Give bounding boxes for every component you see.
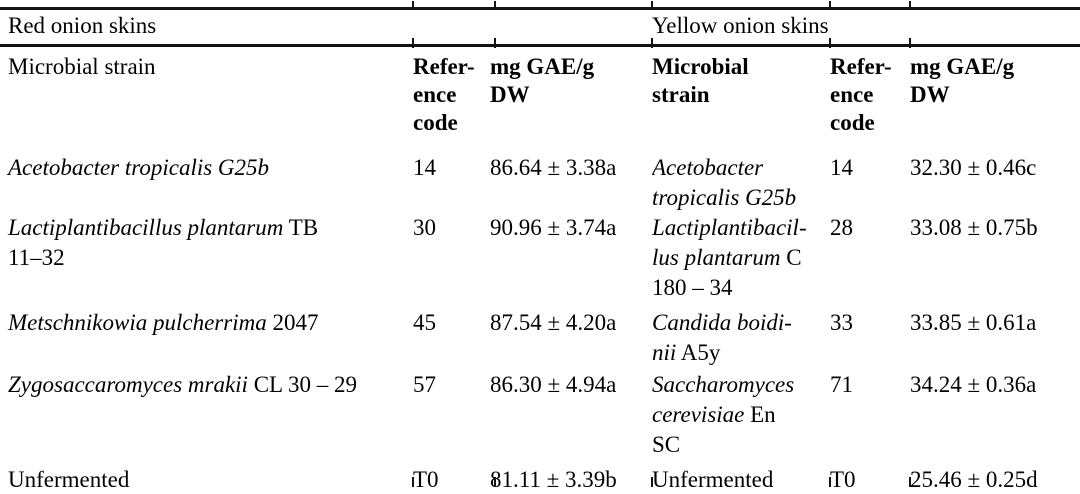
column-boundary-tick	[909, 1, 911, 10]
strain-name-text: CL 30 – 29	[247, 372, 357, 397]
yellow-mg-gae-value-cell: 34.24 ± 0.36a	[910, 372, 1037, 397]
col-header-microbial-strain-red: Microbial strain	[8, 54, 156, 79]
column-header-row: Microbial strain Refer- ence code mg GAE…	[0, 46, 1080, 154]
strain-name-text: Acetobacter tropicalis G25b	[652, 155, 797, 210]
red-mg-gae-value-cell: 86.30 ± 4.94a	[490, 372, 617, 397]
column-boundary-tick	[412, 38, 414, 48]
red-strain-cell: Lactiplantibacillus plantarum TB 11–32	[0, 213, 413, 308]
group-header-row: Red onion skins Yellow onion skins	[0, 8, 1080, 47]
column-boundary-tick	[412, 477, 414, 487]
strain-name-text: Lactiplantibacillus plantarum	[8, 215, 284, 240]
strain-name-text: Acetobacter tropicalis G25b	[8, 155, 270, 180]
col-header-reference-code-yellow: Refer- ence code	[830, 54, 892, 135]
red-strain-cell: Acetobacter tropicalis G25b	[0, 153, 413, 213]
strain-name-text: En SC	[652, 402, 776, 457]
table-row: Lactiplantibacillus plantarum TB 11–32 30…	[0, 213, 1080, 308]
yellow-strain-cell: Saccharomyces cerevisiae En SC	[652, 370, 830, 465]
yellow-mg-gae-value-cell: 33.85 ± 0.61a	[910, 310, 1037, 335]
yellow-strain-cell: Candida boidi- nii A5y	[652, 308, 830, 370]
red-reference-code-cell: T0	[413, 465, 490, 494]
yellow-mg-gae-value-cell: 25.46 ± 0.25d	[910, 465, 1080, 494]
strain-name-text: 2047	[266, 310, 319, 335]
red-strain-cell: Zygosaccaromyces mrakii CL 30 – 29	[0, 370, 413, 465]
column-boundary-tick	[829, 38, 831, 48]
col-header-mg-gae-red: mg GAE/g DW	[490, 54, 595, 107]
column-boundary-tick	[412, 1, 414, 10]
column-boundary-tick	[494, 1, 496, 10]
red-mg-gae-value-cell: 86.64 ± 3.38a	[490, 155, 617, 180]
table-row: Zygosaccaromyces mrakii CL 30 – 29 57 86.3…	[0, 370, 1080, 465]
column-boundary-tick	[909, 477, 911, 487]
onion-skins-phenolics-table: Red onion skins Yellow onion skins Micro…	[0, 7, 1080, 494]
table-row: Unfermented T0 81.11 ± 3.39b Unfermented T0 2…	[0, 465, 1080, 494]
strain-name-text: Candida boidi- nii	[652, 310, 792, 365]
strain-name-text: Zygosaccaromyces mrakii	[8, 372, 248, 397]
yellow-reference-code-cell: 28	[830, 215, 853, 240]
yellow-strain-cell: Lactiplantibacil- lus plantarum C 180 – …	[652, 213, 830, 308]
strain-name-text: Unfermented	[652, 467, 774, 492]
red-reference-code-cell: 30	[413, 215, 436, 240]
column-boundary-tick	[651, 477, 653, 487]
yellow-reference-code-cell: 33	[830, 310, 853, 335]
red-mg-gae-value-cell: 81.11 ± 3.39b	[490, 465, 652, 494]
yellow-reference-code-cell: 71	[830, 372, 853, 397]
strain-name-text: TB 11–32	[8, 215, 319, 270]
strain-name-text: Unfermented	[8, 467, 130, 492]
yellow-reference-code-cell: T0	[830, 465, 910, 494]
red-strain-cell: Metschnikowia pulcherrima 2047	[0, 308, 413, 370]
column-boundary-tick	[829, 1, 831, 10]
red-reference-code-cell: 57	[413, 372, 436, 397]
column-boundary-tick	[494, 38, 496, 48]
red-strain-cell: Unfermented	[0, 465, 413, 494]
yellow-reference-code-cell: 14	[830, 155, 853, 180]
strain-name-text: Saccharomyces cerevisiae	[652, 372, 795, 427]
red-mg-gae-value-cell: 87.54 ± 4.20a	[490, 310, 617, 335]
strain-name-text: A5y	[676, 340, 721, 365]
red-reference-code-cell: 45	[413, 310, 436, 335]
yellow-strain-cell: Unfermented	[652, 465, 830, 494]
red-mg-gae-value-cell: 90.96 ± 3.74a	[490, 215, 617, 240]
yellow-mg-gae-value-cell: 32.30 ± 0.46c	[910, 155, 1037, 180]
yellow-mg-gae-value-cell: 33.08 ± 0.75b	[910, 215, 1038, 240]
col-header-reference-code-red: Refer- ence code	[413, 54, 475, 135]
table-row: Metschnikowia pulcherrima 2047 45 87.54 ± …	[0, 308, 1080, 370]
column-boundary-tick	[651, 1, 653, 10]
strain-name-text: Metschnikowia pulcherrima	[8, 310, 267, 335]
red-reference-code-cell: 14	[413, 155, 436, 180]
column-boundary-tick	[494, 477, 496, 487]
strain-name-text: Lactiplantibacil- lus plantarum	[652, 215, 807, 270]
column-boundary-tick	[829, 477, 831, 487]
group-header-yellow-onion-skins: Yellow onion skins	[652, 8, 1080, 47]
table-body: Acetobacter tropicalis G25b 14 86.64 ± 3.3…	[0, 153, 1080, 494]
col-header-mg-gae-yellow: mg GAE/g DW	[910, 54, 1015, 107]
column-boundary-tick	[909, 38, 911, 48]
column-boundary-tick	[651, 38, 653, 48]
col-header-microbial-strain-yellow: Microbial strain	[652, 54, 749, 107]
group-header-red-onion-skins: Red onion skins	[0, 8, 652, 47]
table-row: Acetobacter tropicalis G25b 14 86.64 ± 3.3…	[0, 153, 1080, 213]
yellow-strain-cell: Acetobacter tropicalis G25b	[652, 153, 830, 213]
strain-name-text: C 180 – 34	[652, 245, 802, 300]
